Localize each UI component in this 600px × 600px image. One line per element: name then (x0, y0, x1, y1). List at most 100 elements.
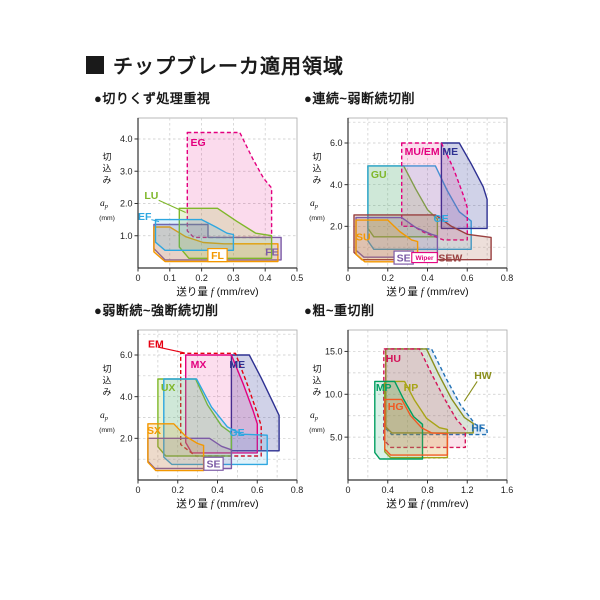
x-tick-label: 0.3 (227, 273, 240, 283)
y-axis-label-kanji: 込 (102, 164, 111, 174)
y-tick-label: 6.0 (330, 138, 343, 148)
x-tick-label: 0.2 (195, 273, 208, 283)
region-label-HG: HG (388, 401, 404, 413)
x-tick-label: 0.1 (164, 273, 177, 283)
chart-title: ●連続~弱断続切削 (304, 91, 415, 106)
region-label-HW: HW (474, 370, 492, 382)
y-tick-label: 2.0 (120, 199, 133, 209)
chart-panel-continuous-cutting: ●連続~弱断続切削 GU GE ME MU/EM SEW SE SU Wiper 0 0.2 0.4… (302, 88, 520, 304)
y-tick-label: 4.0 (330, 180, 343, 190)
x-tick-label: 0 (345, 273, 350, 283)
x-tick-label: 0.4 (259, 273, 272, 283)
region-ME (230, 354, 280, 452)
x-tick-label: 0.4 (381, 485, 394, 495)
x-tick-label: 0.8 (421, 485, 434, 495)
title-square-icon (86, 55, 104, 74)
x-tick-label: 0.4 (211, 485, 224, 495)
x-axis-label: 送り量 f (mm/rev) (386, 285, 468, 298)
x-tick-label: 0 (135, 273, 140, 283)
region-label-EM: EM (148, 338, 164, 350)
y-axis-label-kanji: 込 (102, 376, 111, 386)
y-axis-label-kanji: み (312, 175, 321, 185)
x-tick-label: 0.8 (501, 273, 514, 283)
chart-title: ●切りくず処理重視 (94, 91, 211, 106)
chart-title: ●粗~重切削 (304, 303, 375, 318)
y-axis-label-kanji: 切 (312, 364, 321, 374)
region-label-MP: MP (376, 382, 392, 394)
region-label-GE: GE (229, 427, 244, 439)
region-label-MX: MX (191, 359, 207, 371)
region-MX (185, 354, 258, 454)
chart-panel-heavy-cutting: ●粗~重切削 HF HW HU HP MP HG 0 0.4 0.8 1.2 1.6 5.0 10.0 1… (302, 300, 520, 516)
region-label-GE: GE (433, 213, 448, 225)
x-tick-label: 0.2 (381, 273, 394, 283)
x-tick-label: 0 (345, 485, 350, 495)
region-label-FL: FL (211, 250, 224, 262)
region-label-ME: ME (229, 359, 245, 371)
y-axis-label-unit: (mm) (99, 427, 115, 434)
y-axis-label-kanji: み (102, 175, 111, 185)
y-tick-label: 5.0 (330, 432, 343, 442)
region-label-EF: EF (138, 211, 152, 223)
region-label-box-SE (203, 456, 224, 471)
region-label-MU-EM: MU/EM (405, 146, 440, 158)
page-title-text: チップブレーカ適用領域 (113, 56, 344, 78)
region-label-SU: SU (356, 232, 371, 244)
x-axis-label: 送り量 f (mm/rev) (176, 497, 258, 510)
x-tick-label: 0.5 (291, 273, 304, 283)
region-label-UX: UX (161, 382, 176, 394)
y-tick-label: 3.0 (120, 166, 133, 176)
region-UX (157, 378, 233, 457)
region-label-EG: EG (190, 137, 205, 149)
region-EG (186, 131, 273, 239)
chart-panel-interrupted-cutting: ●弱断続~強断続切削 ME MX EM UX GE SE SX 0 0.2 0.4 0.6 0.8 2.… (92, 300, 310, 516)
x-tick-label: 1.6 (501, 485, 514, 495)
region-SX (147, 423, 205, 472)
region-label-ME: ME (442, 146, 458, 158)
y-tick-label: 6.0 (120, 350, 133, 360)
region-HG (384, 398, 449, 456)
y-axis-label-unit: (mm) (309, 427, 325, 434)
region-EF (154, 218, 235, 251)
y-tick-label: 1.0 (120, 231, 133, 241)
y-tick-label: 15.0 (325, 347, 343, 357)
y-tick-label: 10.0 (325, 389, 343, 399)
region-ME (440, 142, 488, 230)
y-axis-label-variable: ap (100, 199, 109, 210)
region-label-GU: GU (371, 169, 387, 181)
y-tick-label: 4.0 (120, 392, 133, 402)
y-axis-label-kanji: 切 (102, 364, 111, 374)
chart-title: ●弱断続~強断続切削 (94, 303, 219, 318)
region-label-SE: SE (207, 459, 221, 471)
chart-canvas-heavy-cutting: HF HW HU HP MP HG 0 0.4 0.8 1.2 1.6 5.0 10.0 15.0 送り量 … (309, 329, 514, 510)
x-tick-label: 0.8 (291, 485, 304, 495)
y-axis-label-unit: (mm) (99, 215, 115, 222)
x-axis-label: 送り量 f (mm/rev) (386, 497, 468, 510)
region-label-FE: FE (265, 247, 278, 259)
region-label-SE: SE (397, 252, 411, 264)
y-axis-label-kanji: み (102, 387, 111, 397)
x-tick-label: 0.2 (171, 485, 184, 495)
y-axis-label-variable: ap (310, 411, 319, 422)
region-MP (374, 380, 424, 460)
region-label-HP: HP (404, 382, 419, 394)
chart-canvas-interrupted-cutting: ME MX EM UX GE SE SX 0 0.2 0.4 0.6 0.8 2.0 4.0 6.0 送り量 … (99, 329, 304, 510)
region-GU (367, 165, 439, 238)
region-label-box-FL (207, 247, 228, 263)
y-axis-label-variable: ap (100, 411, 109, 422)
chart-panel-chip-control: ●切りくず処理重視 EG FE FL LU EF 0 0.1 0.2 0.3 0.4 0.5 1.0 2… (92, 88, 310, 304)
chart-canvas-chip-control: EG FE FL LU EF 0 0.1 0.2 0.3 0.4 0.5 1.0 2.0 3.0 4.0 送り… (99, 117, 304, 298)
region-FE (153, 223, 282, 261)
leader-line-LU (158, 199, 186, 214)
region-MU-EM (401, 142, 468, 241)
region-label-SX: SX (147, 425, 161, 437)
y-tick-label: 2.0 (330, 222, 343, 232)
region-label-SEW: SEW (438, 252, 462, 264)
x-tick-label: 1.2 (461, 485, 474, 495)
region-label-HU: HU (386, 353, 401, 365)
region-label-HF: HF (471, 423, 486, 435)
region-HU (383, 348, 466, 449)
y-axis-label-kanji: 込 (312, 164, 321, 174)
x-tick-label: 0 (135, 485, 140, 495)
